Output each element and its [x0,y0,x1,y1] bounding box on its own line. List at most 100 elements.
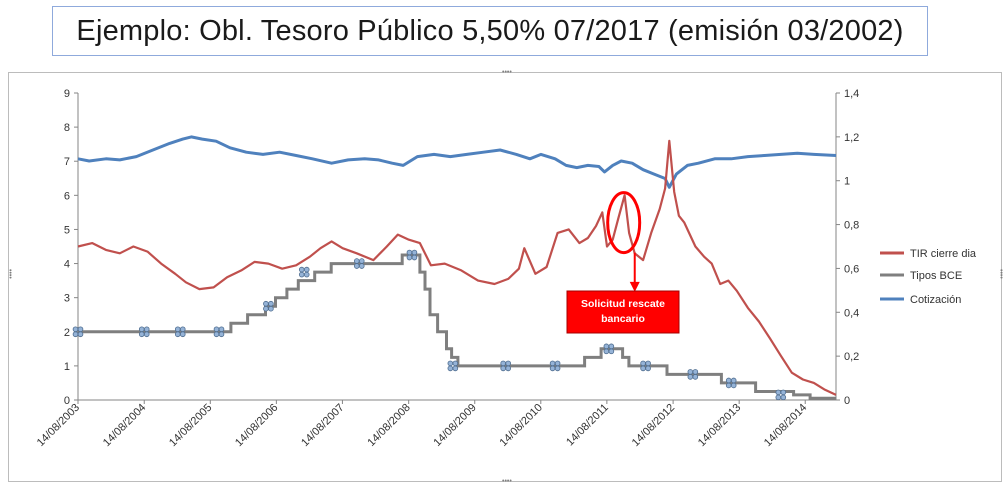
x-tick-label: 14/08/2004 [101,402,148,449]
tipos-bce-marker [213,326,225,338]
tipos-bce-marker-dot [268,305,274,312]
tipos-bce-marker-dot [268,300,274,307]
tipos-bce-marker-dot [72,331,79,338]
y-left-tick-label: 0 [64,395,70,407]
tipos-bce-marker-dot [447,365,454,372]
tipos-bce-marker-dot [554,365,561,372]
tipos-bce-marker [549,360,561,372]
x-tick-label: 14/08/2005 [167,402,214,449]
tipos-bce-marker-dot [411,249,418,256]
tipos-bce-marker-dot [353,263,360,269]
tipos-bce-marker-dot [500,360,506,367]
resize-handle-bottom[interactable]: •••• [502,478,512,485]
annotation-box [566,290,680,334]
tipos-bce-marker-dot [549,360,556,367]
tipos-bce-marker-dot [358,258,365,264]
y-right-tick-label: 1,4 [844,88,859,100]
tipos-bce-marker-dot [218,326,225,333]
tipos-bce-marker [72,326,84,338]
annotation-text: bancario [601,313,645,325]
y-left-tick-label: 3 [64,293,70,305]
tipos-bce-marker-dot [603,343,610,350]
tipos-bce-marker-dot [775,394,782,401]
tipos-bce-marker-dot [452,365,459,372]
tipos-bce-marker-dot [640,365,646,372]
tipos-bce-marker-dot [138,326,145,333]
tipos-bce-marker [687,369,699,380]
x-tick-label: 14/08/2014 [762,402,809,449]
tipos-bce-marker-dot [263,305,269,312]
y-left-tick-label: 7 [64,156,70,168]
resize-handle-right[interactable]: •••• [997,269,1004,279]
tipos-bce-marker-dot [303,271,310,278]
tipos-bce-marker-dot [692,374,699,380]
tipos-bce-marker-dot [303,266,310,273]
x-tick-label: 14/08/2006 [233,402,280,449]
x-tick-label: 14/08/2008 [365,402,412,449]
tipos-bce-marker-dot [406,254,413,261]
tipos-bce-marker-dot [500,365,506,372]
tipos-bce-marker [447,360,459,372]
tipos-bce-marker-dot [447,360,454,367]
y-right-tick-label: 1 [844,176,850,188]
x-tick-label: 14/08/2007 [299,402,346,449]
tipos-bce-marker-dot [213,331,220,338]
tipos-bce-marker-dot [72,326,79,333]
tipos-bce-marker [500,360,511,372]
x-tick-label: 14/08/2010 [498,402,545,449]
tipos-bce-marker-dot [608,348,615,355]
tipos-bce-marker [138,326,150,338]
tipos-bce-marker-dot [780,389,787,396]
tipos-bce-marker-dot [77,326,84,333]
y-left-tick-label: 5 [64,224,70,236]
tipos-bce-marker-dot [608,343,615,350]
tipos-bce-marker-dot [730,382,737,389]
x-tick-label: 14/08/2011 [564,402,611,449]
y-left-tick-label: 8 [64,122,70,134]
tipos-bce-marker [725,377,737,389]
tipos-bce-marker-dot [298,271,305,278]
annotation-arrow-head [629,281,640,292]
tipos-bce-marker [603,343,615,355]
legend-label: Cotización [910,294,961,306]
tipos-bce-marker-dot [725,382,732,389]
tipos-bce-marker [640,360,651,372]
tipos-bce-marker-dot [780,394,787,401]
tipos-bce-marker-dot [353,258,360,264]
resize-handle-left[interactable]: •••• [6,269,13,279]
tipos-bce-marker-dot [687,369,694,375]
legend-label: TIR cierre dia [910,248,977,260]
tipos-bce-marker [775,389,787,401]
tipos-bce-marker-dot [452,360,459,367]
tipos-bce-marker-dot [549,365,556,372]
tipos-bce-marker-dot [174,331,181,338]
chart-title: Ejemplo: Obl. Tesoro Público 5,50% 07/20… [76,14,904,47]
tipos-bce-marker-dot [411,254,418,261]
tipos-bce-marker-dot [143,326,150,333]
tipos-bce-marker-dot [406,249,413,256]
y-right-tick-label: 1,2 [844,132,859,144]
tipos-bce-marker-dot [554,360,561,367]
tipos-bce-marker-dot [725,377,732,384]
annotation-ellipse [606,191,642,255]
annotation-text: Solicitud rescate [581,298,665,310]
tipos-bce-marker-dot [143,331,150,338]
tipos-bce-marker-dot [645,360,651,367]
series-line-cotizacion [77,135,837,189]
tipos-bce-marker-dot [645,365,651,372]
y-left-tick-label: 1 [64,361,70,373]
x-tick-label: 14/08/2013 [696,402,743,449]
y-right-tick-label: 0 [844,395,850,407]
tipos-bce-marker-dot [263,300,269,307]
resize-handle-top[interactable]: •••• [502,69,512,76]
x-tick-label: 14/08/2012 [630,402,677,449]
x-tick-label: 14/08/2003 [35,402,82,449]
tipos-bce-marker-dot [505,360,511,367]
tipos-bce-marker-dot [603,348,610,355]
tipos-bce-marker-dot [358,263,365,269]
tipos-bce-marker-dot [775,389,782,396]
y-left-tick-label: 9 [64,88,70,100]
tipos-bce-marker [353,258,365,269]
title-box: Ejemplo: Obl. Tesoro Público 5,50% 07/20… [52,6,928,56]
